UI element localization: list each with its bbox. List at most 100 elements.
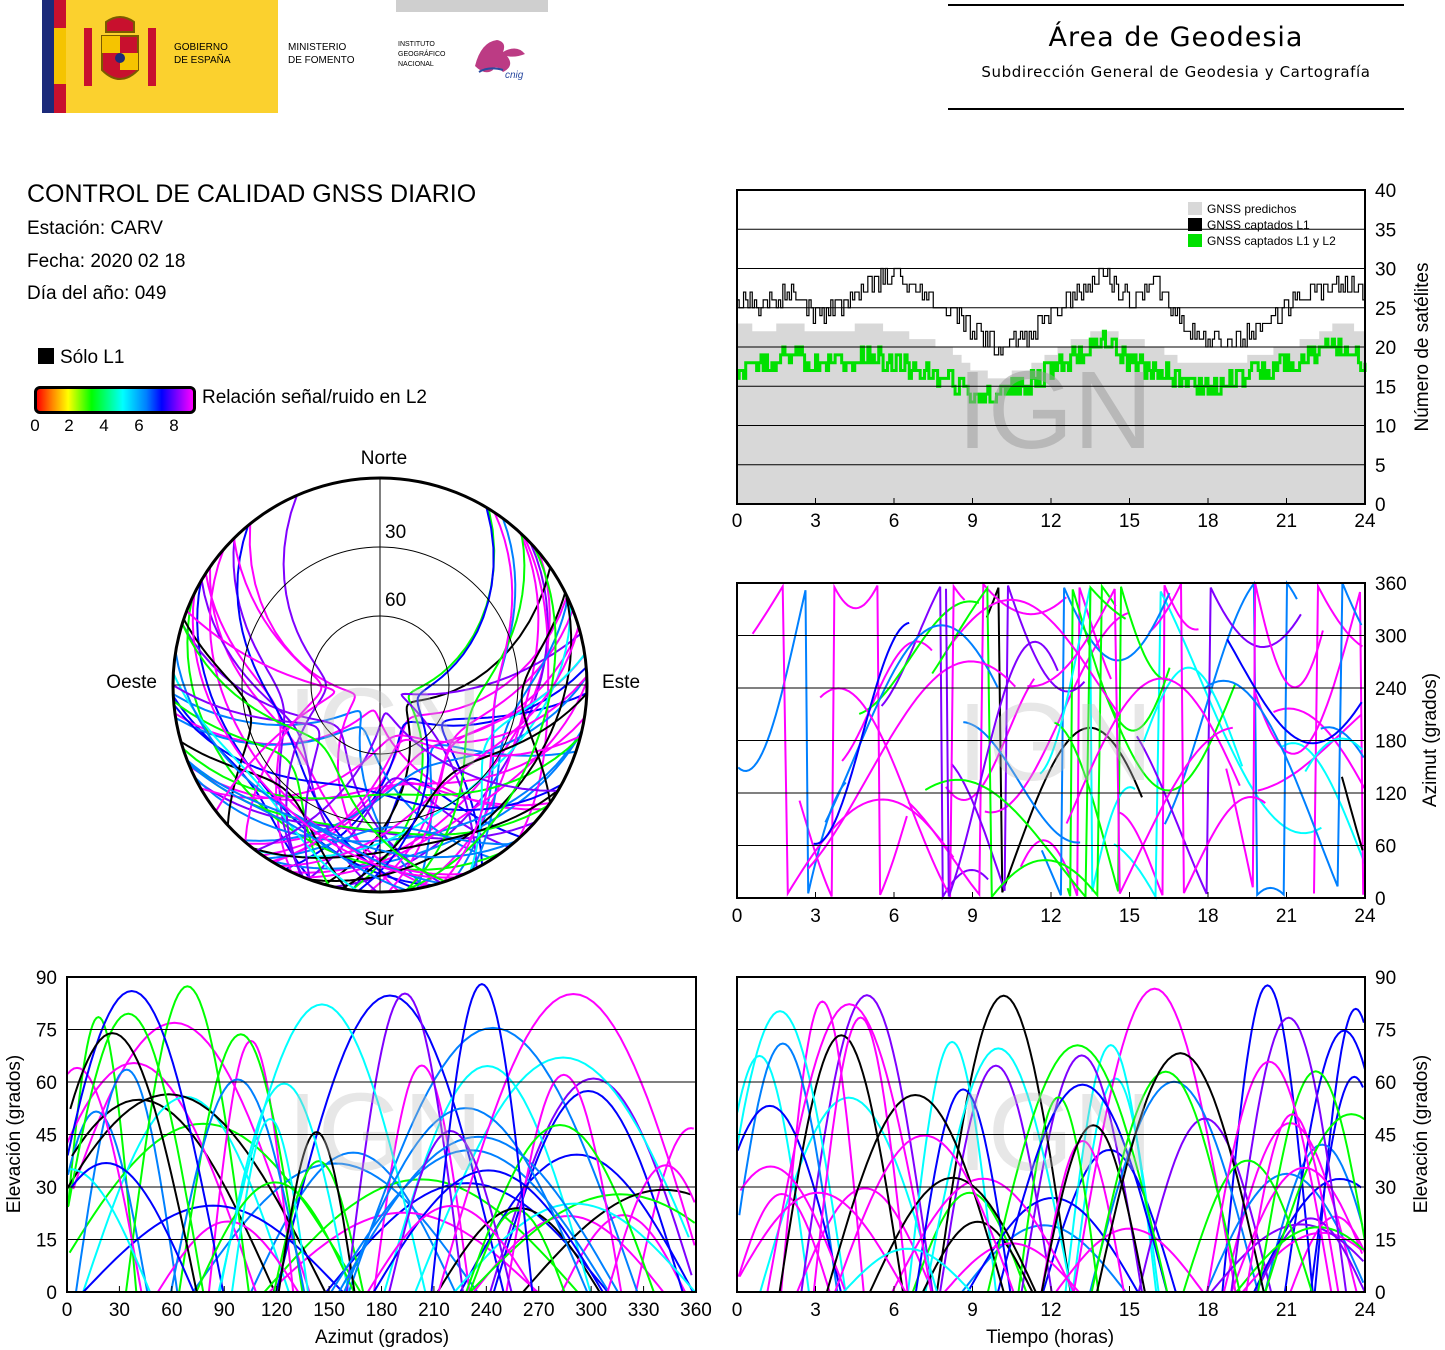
elevation-azimuth-xtick: 330: [628, 1300, 660, 1321]
skyplot-track: [404, 546, 557, 892]
satellites-xtick: 9: [967, 511, 978, 530]
elevation-azimuth-track: [231, 1117, 309, 1293]
elevation-azimuth-xtick: 210: [418, 1300, 450, 1321]
elevation-time-ytick: 60: [1375, 1073, 1396, 1094]
skyplot-track: [279, 626, 580, 868]
skyplot-track: [181, 623, 442, 884]
skyplot-track: [351, 777, 521, 891]
elevation-time-track: [1255, 1217, 1366, 1293]
snr-tick-6: 6: [134, 416, 144, 435]
elevation-azimuth-track: [125, 985, 250, 1293]
azimuth-track: [1320, 726, 1365, 759]
elevation-azimuth-track: [635, 1127, 694, 1293]
skyplot-south-label: Sur: [364, 909, 394, 930]
azimuth-track: [824, 624, 999, 823]
elevation-azimuth-track: [66, 1066, 143, 1293]
azimuth-time-xtick: 3: [810, 906, 821, 927]
elevation-azimuth-xtick: 0: [62, 1300, 73, 1321]
elevation-time-track: [1313, 1007, 1365, 1293]
elevation-azimuth-track: [505, 1073, 623, 1293]
skyplot-north-label: Norte: [361, 448, 407, 469]
elevation-time-track: [1096, 1052, 1265, 1293]
elevation-azimuth-track: [469, 1193, 696, 1293]
skyplot-east-label: Este: [602, 672, 640, 693]
skyplot-track: [182, 618, 253, 826]
elevation-time-track: [997, 1083, 1168, 1293]
elevation-azimuth-ytick: 15: [36, 1231, 57, 1252]
azimuth-track: [1281, 742, 1366, 864]
azimuth-track: [1203, 582, 1363, 887]
azimuth-track: [1027, 588, 1234, 895]
elevation-time-track: [907, 1040, 997, 1293]
azimuth-track: [1118, 584, 1199, 896]
ign-text-line2: GEOGRÁFICO: [398, 51, 446, 58]
elevation-azimuth-ytick: 60: [36, 1073, 57, 1094]
azimuth-time-ytick: 240: [1375, 679, 1407, 700]
report-title: CONTROL DE CALIDAD GNSS DIARIO: [27, 180, 477, 208]
skyplot-ring-label-30: 30: [385, 522, 406, 543]
azimuth-time-watermark: IGN: [957, 681, 1153, 804]
satellites-ytick: 30: [1375, 260, 1396, 281]
azimuth-time-ytick: 120: [1375, 784, 1407, 805]
skyplot-track: [186, 759, 441, 885]
elevation-azimuth-track: [156, 1220, 300, 1293]
elevation-azimuth-track: [207, 1039, 295, 1293]
elevation-azimuth-track: [388, 1129, 513, 1293]
elevation-time-track: [834, 1134, 1015, 1293]
ministry-text-line1: MINISTERIO: [288, 42, 347, 53]
skyplot-track: [242, 676, 588, 842]
satellites-ytick: 20: [1375, 338, 1396, 359]
azimuth-time-ytick: 0: [1375, 889, 1386, 910]
skyplot-track: [187, 762, 407, 892]
azimuth-track: [807, 660, 1017, 870]
elevation-azimuth-track: [67, 1012, 205, 1293]
elevation-azimuth-track: [195, 1181, 355, 1293]
azimuth-track: [945, 588, 1059, 897]
series-captured-l1-line: [737, 267, 1366, 356]
elevation-time-track: [812, 1016, 909, 1293]
skyplot-track: [194, 729, 583, 843]
azimuth-track: [1148, 583, 1266, 894]
cnig-text: cnig: [505, 70, 524, 81]
header-rule-top: [948, 4, 1404, 6]
elevation-azimuth-track: [69, 1032, 198, 1293]
azimuth-track: [1313, 582, 1363, 894]
elevation-time-track: [911, 1191, 1028, 1293]
skyplot-track: [341, 692, 588, 890]
elevation-azimuth-track: [67, 1110, 149, 1293]
elevation-time-xtick: 9: [967, 1300, 978, 1321]
elevation-time-track: [736, 1104, 842, 1293]
elevation-time-track: [868, 1176, 1037, 1293]
azimuth-time-xtick: 12: [1040, 906, 1061, 927]
elevation-time-track: [842, 1247, 973, 1293]
satellites-legend-label: GNSS predichos: [1207, 202, 1296, 216]
elevation-time-track: [739, 1165, 847, 1293]
elevation-time-track: [1253, 1177, 1362, 1293]
skyplot-track: [173, 704, 562, 812]
elevation-azimuth-xtick: 240: [470, 1300, 502, 1321]
azimuth-track: [1142, 666, 1244, 767]
ign-text-line1: INSTITUTO: [398, 41, 435, 48]
azimuth-time-ylabel: Azimut (grados): [1420, 673, 1441, 807]
azimuth-track: [985, 587, 1143, 893]
elevation-time-track: [891, 1177, 1075, 1293]
elevation-time-track: [1230, 1016, 1348, 1293]
satellites-legend-swatch: [1188, 202, 1202, 215]
skyplot-track: [369, 609, 574, 893]
azimuth-track: [1053, 586, 1171, 892]
azimuth-time-xtick: 21: [1276, 906, 1297, 927]
elevation-azimuth-track: [345, 992, 464, 1293]
series-predicted-area: [737, 323, 1365, 504]
azimuth-time-chart: IGN 0 60 120 180 240 300 360 0 3 6 9 12 15 18 21 24 Azi…: [732, 574, 1441, 927]
elevation-time-xtick: 18: [1197, 1300, 1218, 1321]
satellites-ytick: 40: [1375, 181, 1396, 202]
elevation-azimuth-ytick: 30: [36, 1178, 57, 1199]
elevation-azimuth-track: [437, 992, 696, 1293]
elevation-azimuth-track: [218, 1082, 350, 1293]
azimuth-track: [819, 583, 966, 900]
satellites-xtick: 15: [1119, 511, 1140, 530]
azimuth-track: [963, 721, 1081, 844]
snr-tick-2: 2: [64, 416, 74, 435]
elevation-azimuth-xtick: 60: [161, 1300, 182, 1321]
azimuth-track: [751, 583, 955, 897]
